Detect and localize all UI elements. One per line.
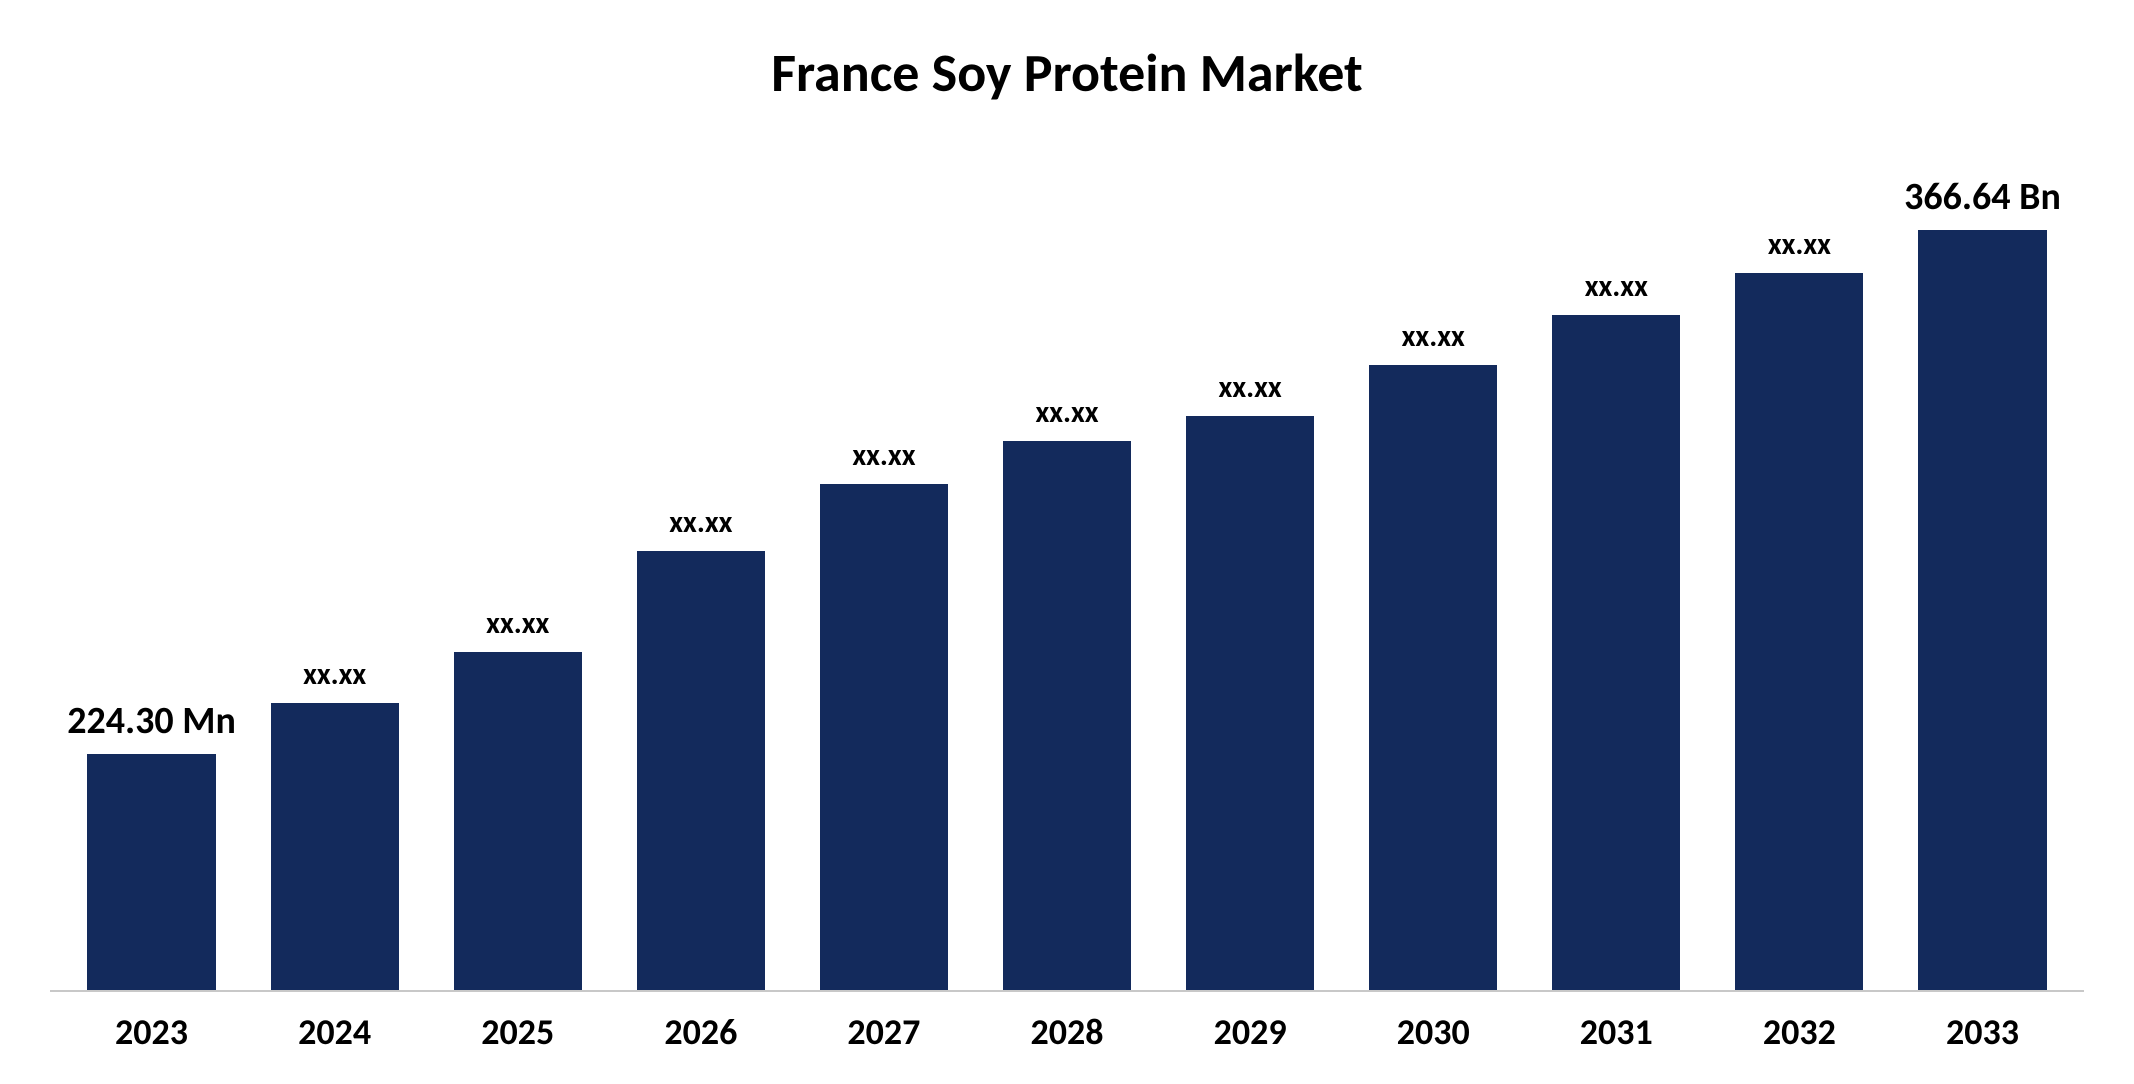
x-axis-label: 2025 bbox=[426, 1010, 609, 1054]
x-axis-label: 2030 bbox=[1342, 1010, 1525, 1054]
bar-group: xx.xx bbox=[1342, 146, 1525, 990]
bar-group: 366.64 Bn bbox=[1891, 146, 2074, 990]
bar-value-label: xx.xx bbox=[486, 605, 549, 642]
bar-group: xx.xx bbox=[1708, 146, 1891, 990]
bar bbox=[1186, 416, 1314, 990]
bar bbox=[271, 703, 399, 990]
bar-group: 224.30 Mn bbox=[60, 146, 243, 990]
bar-value-label: 224.30 Mn bbox=[67, 698, 236, 744]
x-axis-label: 2024 bbox=[243, 1010, 426, 1054]
x-axis-label: 2033 bbox=[1891, 1010, 2074, 1054]
bar-value-label: xx.xx bbox=[1585, 268, 1648, 305]
bar-value-label: xx.xx bbox=[1768, 226, 1831, 263]
bar bbox=[1369, 365, 1497, 990]
x-axis-label: 2027 bbox=[792, 1010, 975, 1054]
bar-group: xx.xx bbox=[975, 146, 1158, 990]
x-axis-label: 2032 bbox=[1708, 1010, 1891, 1054]
x-axis-label: 2031 bbox=[1525, 1010, 1708, 1054]
bar bbox=[1735, 273, 1863, 990]
plot-area: 224.30 Mn xx.xx xx.xx xx.xx xx.xx xx.xx xx.xx x… bbox=[50, 146, 2084, 992]
bar bbox=[1918, 230, 2046, 990]
chart-container: France Soy Protein Market 224.30 Mn xx.xx… bbox=[50, 40, 2084, 1054]
x-axis-label: 2023 bbox=[60, 1010, 243, 1054]
bar-group: xx.xx bbox=[1159, 146, 1342, 990]
bar-group: xx.xx bbox=[792, 146, 975, 990]
bar-group: xx.xx bbox=[243, 146, 426, 990]
x-axis: 2023202420252026202720282029203020312032… bbox=[50, 992, 2084, 1054]
bar bbox=[1552, 315, 1680, 990]
x-axis-label: 2029 bbox=[1159, 1010, 1342, 1054]
bar-value-label: xx.xx bbox=[303, 656, 366, 693]
bar-value-label: xx.xx bbox=[1035, 394, 1098, 431]
bar-group: xx.xx bbox=[426, 146, 609, 990]
bar bbox=[637, 551, 765, 990]
x-axis-label: 2026 bbox=[609, 1010, 792, 1054]
bar-value-label: xx.xx bbox=[852, 437, 915, 474]
bar bbox=[820, 484, 948, 990]
bar bbox=[454, 652, 582, 990]
chart-title: France Soy Protein Market bbox=[50, 40, 2084, 106]
bar-value-label: xx.xx bbox=[1402, 318, 1465, 355]
bar-value-label: xx.xx bbox=[669, 504, 732, 541]
x-axis-label: 2028 bbox=[975, 1010, 1158, 1054]
bar-group: xx.xx bbox=[1525, 146, 1708, 990]
bar-group: xx.xx bbox=[609, 146, 792, 990]
bar-value-label: 366.64 Bn bbox=[1904, 174, 2061, 220]
bar bbox=[87, 754, 215, 990]
bar bbox=[1003, 441, 1131, 990]
bar-value-label: xx.xx bbox=[1219, 369, 1282, 406]
